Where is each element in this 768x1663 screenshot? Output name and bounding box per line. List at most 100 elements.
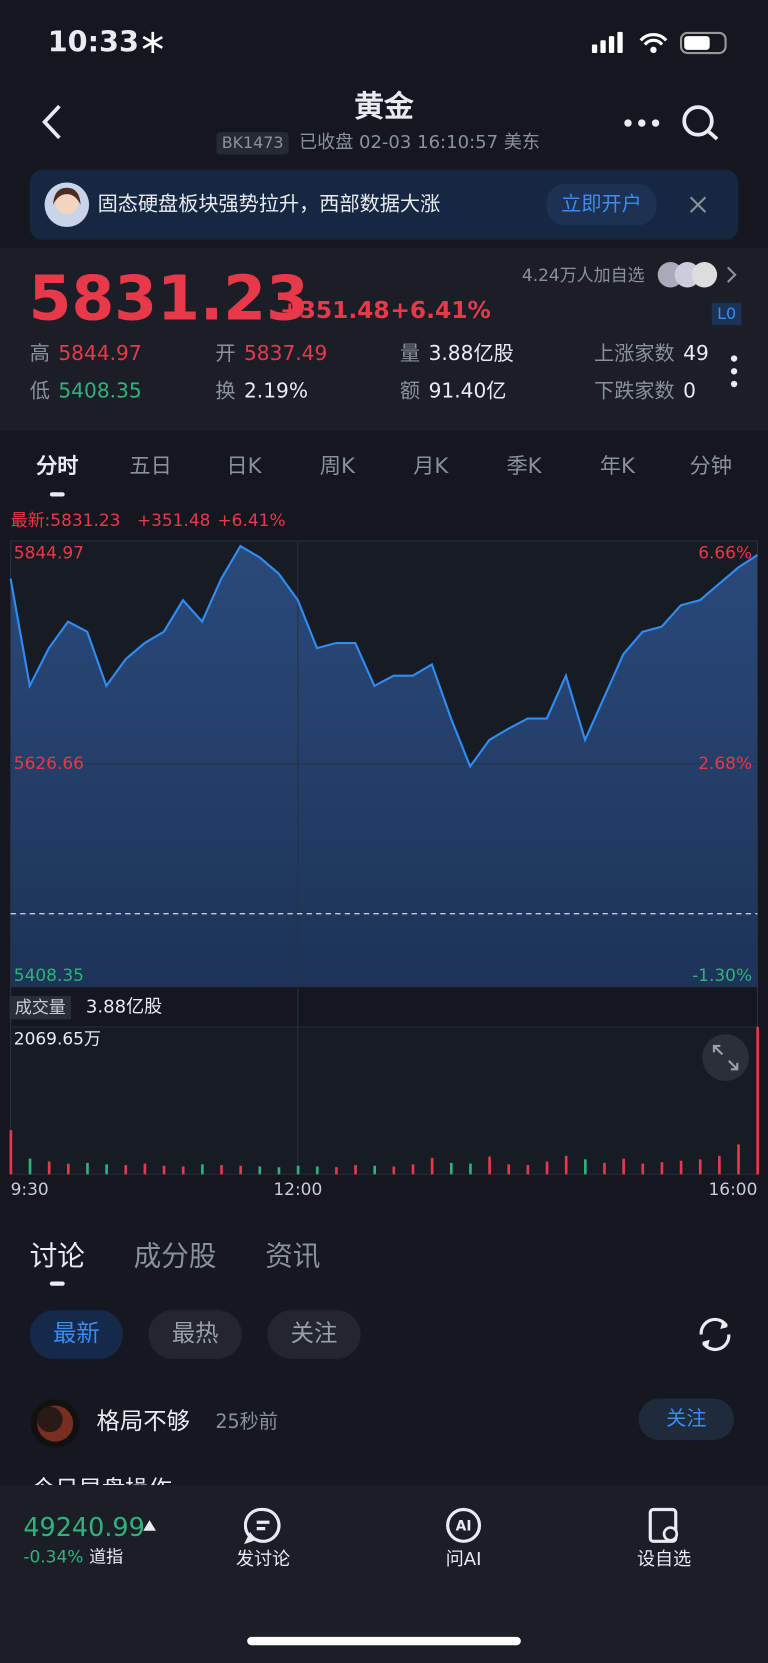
price: 5831.23	[28, 262, 309, 335]
user-avatar[interactable]	[30, 1398, 81, 1449]
volume-bar	[449, 1162, 453, 1175]
action-label[interactable]: 设自选	[637, 1549, 692, 1571]
filter-pill[interactable]: 关注	[267, 1310, 361, 1359]
y-tick-label: 5844.97	[14, 544, 84, 564]
volume-bar	[201, 1164, 204, 1175]
tab-indicator	[49, 492, 65, 497]
followers: 4.24万人加自选	[521, 265, 645, 286]
follow-button[interactable]: 关注	[638, 1398, 735, 1441]
volume-bar	[718, 1155, 721, 1175]
volume-bar	[660, 1162, 664, 1175]
discussion-tab[interactable]: 成分股	[133, 1241, 217, 1273]
y2-tick-label: 2.68%	[698, 754, 752, 774]
x-tick-label: 12:00	[273, 1180, 322, 1200]
period-tab[interactable]: 季K	[506, 452, 542, 479]
volume-bar	[526, 1165, 530, 1175]
volume-bar	[392, 1166, 396, 1175]
user-name[interactable]: 格局不够	[96, 1408, 190, 1436]
ai-icon[interactable]: AI	[444, 1506, 482, 1544]
filter-pill[interactable]: 最热	[148, 1310, 242, 1359]
bottom-bar	[0, 1485, 768, 1663]
volume-bar	[698, 1159, 702, 1175]
action-label[interactable]: 问AI	[445, 1549, 482, 1571]
y2-tick-label: -1.30%	[692, 966, 752, 986]
svg-text:AI: AI	[456, 1518, 472, 1534]
search-button[interactable]	[679, 102, 721, 144]
volume-bar	[584, 1159, 587, 1175]
stat-value: 0	[683, 379, 696, 403]
intraday-chart: 5844.97 5626.66 5408.35 6.66% 2.68% -1.30% 206…	[9, 540, 760, 1200]
period-tab[interactable]: 分时	[36, 452, 79, 479]
volume-bar	[430, 1157, 434, 1175]
stat-value: 49	[683, 342, 709, 366]
expand-button[interactable]	[701, 1033, 750, 1082]
period-tab[interactable]: 日K	[226, 452, 262, 479]
status-time: 10:33	[47, 25, 139, 59]
volume-total: 3.88亿股	[85, 996, 163, 1018]
stat-value: 5844.97	[58, 342, 142, 366]
period-tab[interactable]: 分钟	[689, 452, 732, 479]
volume-bar	[258, 1166, 262, 1175]
index-value[interactable]: 49240.99	[23, 1512, 145, 1543]
open-account-button[interactable]: 立即开户	[546, 184, 657, 226]
area	[10, 546, 758, 987]
volume-bar	[507, 1164, 511, 1175]
watchlist-icon[interactable]	[645, 1506, 683, 1544]
volume-bar	[737, 1144, 740, 1175]
stat-value: 2.19%	[243, 379, 309, 403]
close-banner[interactable]	[687, 194, 708, 215]
stat-label: 量	[399, 342, 421, 366]
discussion-tab[interactable]: 讨论	[29, 1241, 85, 1273]
volume-bar	[220, 1165, 223, 1175]
volume-bar	[622, 1158, 625, 1175]
more-button[interactable]	[622, 110, 664, 135]
volume-bar	[66, 1163, 70, 1175]
volume-bar	[373, 1165, 377, 1175]
volume-bar	[9, 1130, 13, 1175]
x-tick-label: 9:30	[11, 1180, 49, 1200]
change: +351.48	[280, 298, 390, 325]
period-tab[interactable]: 五日	[129, 452, 172, 479]
volume-bar	[603, 1162, 606, 1175]
stat-label: 开	[215, 342, 236, 366]
latest-label: 最新:5831.23	[10, 510, 121, 531]
stat-value: 91.40亿	[428, 379, 507, 403]
post-time: 25秒前	[215, 1410, 278, 1434]
volume-bar	[641, 1163, 645, 1175]
stat-label: 低	[29, 379, 50, 403]
volume-bar	[411, 1164, 415, 1175]
discussion-tab[interactable]: 资讯	[265, 1241, 321, 1273]
back-button[interactable]	[38, 104, 68, 142]
up-arrow	[143, 1520, 156, 1531]
stat-value: 5837.49	[243, 342, 328, 366]
volume-bar	[181, 1166, 185, 1175]
volume-bar	[143, 1163, 147, 1175]
volume-bar	[564, 1155, 568, 1175]
banner-text: 固态硬盘板块强势拉升，西部数据大涨	[97, 192, 441, 216]
period-tab[interactable]: 年K	[599, 452, 635, 479]
stat-value: 3.88亿股	[428, 342, 514, 366]
change-pct: +6.41%	[390, 298, 491, 325]
discussion-panel	[0, 1209, 768, 1486]
action-label[interactable]: 发讨论	[236, 1549, 291, 1571]
volume-bar	[354, 1165, 357, 1175]
stat-label: 下跌家数	[594, 379, 675, 403]
volume-bar	[277, 1167, 281, 1175]
level-badge: L0	[711, 302, 742, 326]
y2-tick-label: 6.66%	[698, 544, 752, 564]
filter-pill[interactable]: 最新	[29, 1310, 124, 1359]
refresh-button[interactable]	[695, 1314, 735, 1354]
volume-bar	[545, 1161, 549, 1175]
stat-label: 上涨家数	[594, 342, 675, 366]
latest-change: +351.48	[136, 510, 211, 531]
volume-bar	[239, 1165, 242, 1175]
stats-more[interactable]	[728, 354, 741, 390]
period-tab[interactable]: 周K	[319, 452, 355, 479]
volume-bar	[124, 1165, 128, 1175]
stat-value: 5408.35	[58, 379, 142, 403]
volume-bar	[679, 1160, 683, 1175]
discuss-icon[interactable]	[243, 1506, 282, 1545]
period-tab[interactable]: 月K	[413, 452, 449, 479]
volume-bar	[315, 1166, 319, 1175]
volume-title: 成交量	[9, 996, 72, 1020]
